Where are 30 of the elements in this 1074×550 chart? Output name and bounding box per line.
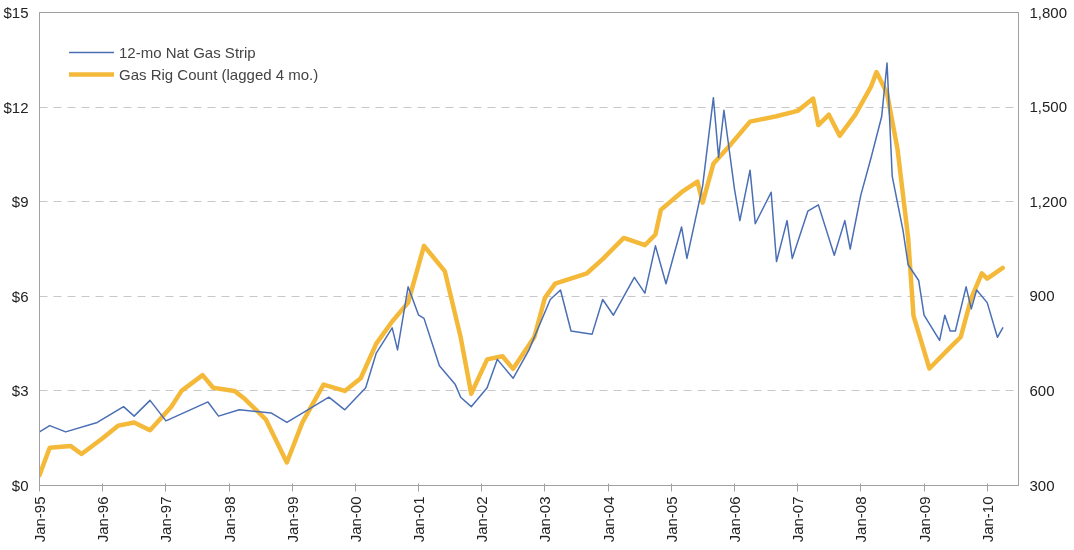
x-tick-label: Jan-06 [725,496,743,543]
legend-label: 12-mo Nat Gas Strip [119,43,256,61]
y2-tick-label: 1,200 [1029,192,1068,210]
x-tick-label: Jan-02 [473,496,491,543]
x-tick-label: Jan-01 [410,496,428,543]
x-tick-label: Jan-10 [978,496,996,543]
x-tick-label: Jan-05 [662,496,680,543]
y2-tick-label: 900 [1029,287,1055,305]
legend-label: Gas Rig Count (lagged 4 mo.) [119,65,319,83]
x-tick-label: Jan-99 [283,496,301,543]
y-tick-label: $0 [11,477,29,494]
y-tick-label: $6 [11,287,29,305]
y-tick-label: $15 [3,4,29,21]
x-tick-label: Jan-03 [536,496,554,543]
x-tick-label: Jan-00 [346,496,364,543]
x-tick-label: Jan-95 [31,496,48,543]
y2-tick-label: 600 [1029,381,1055,399]
x-tick-label: Jan-97 [157,496,175,543]
y2-tick-label: 1,500 [1029,98,1068,116]
y-tick-label: $3 [11,382,29,400]
x-tick-label: Jan-96 [94,496,112,543]
y2-tick-label: 1,800 [1029,3,1068,21]
x-tick-label: Jan-09 [915,496,933,543]
x-tick-label: Jan-08 [852,496,870,543]
x-tick-label: Jan-07 [789,496,807,543]
x-tick-label: Jan-04 [599,496,617,543]
y-tick-label: $9 [11,193,29,211]
y-tick-label: $12 [3,98,29,116]
y2-tick-label: 300 [1029,476,1055,494]
x-tick-label: Jan-98 [220,496,238,543]
